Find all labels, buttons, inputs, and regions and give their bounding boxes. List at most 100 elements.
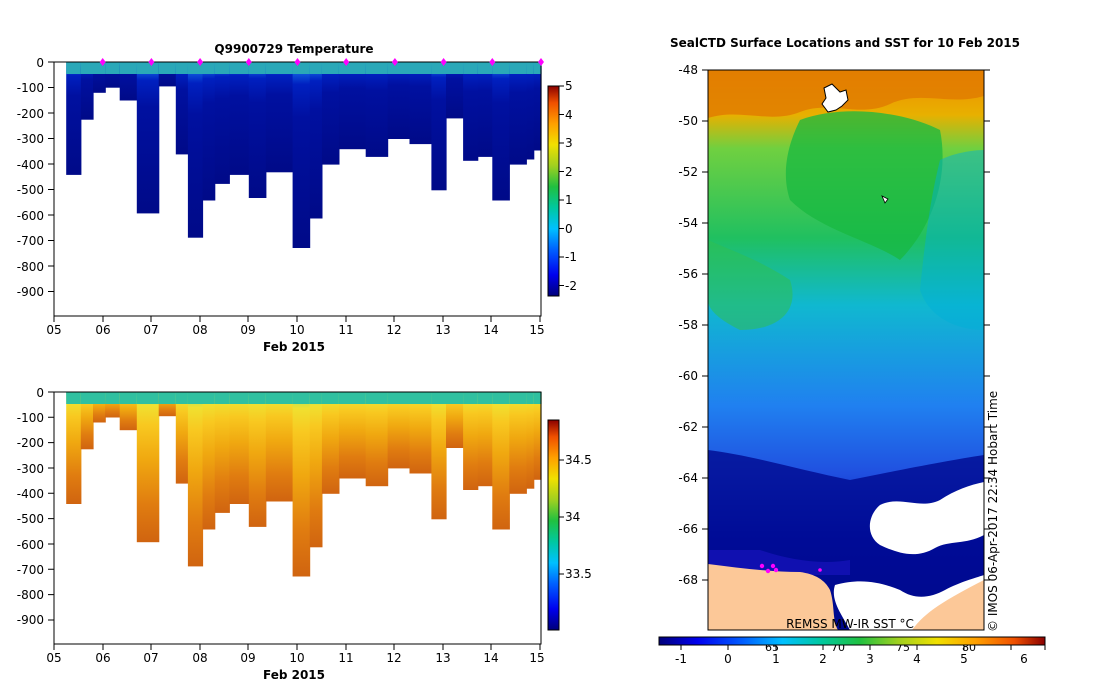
sst-green-tongue xyxy=(785,111,943,260)
x-tick-label: 12 xyxy=(386,323,401,337)
y-tick-label: -500 xyxy=(17,512,44,526)
y-tick-label: -500 xyxy=(17,183,44,197)
colorbar-tick-label: 1 xyxy=(565,193,573,207)
surface-marker xyxy=(489,58,496,66)
surface-layer xyxy=(80,392,94,404)
surface-layer xyxy=(338,62,367,74)
profile-column xyxy=(477,62,493,157)
profile-column xyxy=(463,392,479,490)
salinity-profiles xyxy=(66,392,542,577)
profile-column xyxy=(338,392,367,479)
profile-column xyxy=(338,62,367,150)
y-tick-label: -900 xyxy=(17,285,44,299)
profile-column xyxy=(265,392,294,502)
x-tick-label: 07 xyxy=(143,651,158,665)
profile-column xyxy=(248,392,267,527)
surface-layer xyxy=(292,62,311,74)
x-tick-label: 05 xyxy=(46,651,61,665)
temperature-colorbar: 5 4 3 2 1 0 -1 -2 xyxy=(547,79,577,297)
surface-layer xyxy=(365,392,389,404)
antarctic-land-east xyxy=(912,580,984,630)
sst-latitude-axis: -48 -50 -52 -54 -56 -58 -60 -62 -64 -66 … xyxy=(678,63,990,587)
surface-layer xyxy=(66,62,82,74)
profile-column xyxy=(248,62,267,198)
surface-marker xyxy=(538,58,544,66)
x-tick-label: 05 xyxy=(46,323,61,337)
salinity-y-axis: 0 -100 -200 -300 -400 -500 -600 -700 -80… xyxy=(17,386,54,627)
x-tick-label: 09 xyxy=(240,323,255,337)
surface-layer xyxy=(526,62,535,74)
x-tick-label: 07 xyxy=(143,323,158,337)
x-axis-label: Feb 2015 xyxy=(263,668,325,682)
surface-layer xyxy=(248,62,267,74)
surface-layer xyxy=(187,392,204,404)
colorbar-gradient xyxy=(547,85,560,297)
surface-layer xyxy=(229,62,250,74)
colorbar-tick-label: 5 xyxy=(565,79,573,93)
surface-layer xyxy=(248,392,267,404)
surface-layer xyxy=(509,62,527,74)
surface-layer xyxy=(292,392,311,404)
y-tick-marks xyxy=(48,61,54,292)
antarctic-land xyxy=(708,564,838,630)
seal-location-marker xyxy=(773,567,779,573)
y-tick-label: -400 xyxy=(17,158,44,172)
profile-column xyxy=(309,62,323,219)
x-tick-label: 13 xyxy=(435,323,450,337)
surface-layer xyxy=(202,62,216,74)
profile-column xyxy=(265,62,294,173)
sst-colorbar-label: REMSS MW-IR SST °C xyxy=(786,617,914,631)
y-tick-label: -800 xyxy=(17,260,44,274)
sst-map-panel: SealCTD Surface Locations and SST for 10… xyxy=(658,36,1046,666)
colorbar-gradient xyxy=(547,419,560,631)
y-tick-label: -200 xyxy=(17,107,44,121)
y-tick-label: 0 xyxy=(36,386,44,400)
profile-column xyxy=(136,392,160,543)
surface-marker xyxy=(391,58,398,66)
colorbar-ticks xyxy=(559,85,564,286)
latitude-tick-label: -48 xyxy=(678,63,698,77)
y-tick-label: -400 xyxy=(17,487,44,501)
surface-layer xyxy=(136,392,160,404)
y-tick-label: -100 xyxy=(17,81,44,95)
profile-column xyxy=(446,62,464,119)
x-tick-label: 10 xyxy=(289,651,304,665)
seal-location-marker xyxy=(759,563,765,569)
profile-column xyxy=(292,62,311,248)
y-tick-label: -900 xyxy=(17,613,44,627)
surface-marker xyxy=(294,58,301,66)
latitude-tick-label: -52 xyxy=(678,165,698,179)
colorbar-tick-label: 34.5 xyxy=(565,453,592,467)
x-tick-marks xyxy=(53,316,541,322)
y-tick-label: -100 xyxy=(17,411,44,425)
surface-layer xyxy=(202,392,216,404)
profile-column xyxy=(409,62,432,145)
profile-column xyxy=(292,392,311,577)
colorbar-tick-label: 3 xyxy=(866,652,874,666)
sst-colorbar: -1 0 1 2 3 4 5 6 xyxy=(658,636,1046,666)
temperature-panel: Q9900729 Temperature 0 -100 -200 -300 -4… xyxy=(17,42,577,354)
profile-column xyxy=(187,392,204,567)
latitude-tick-label: -68 xyxy=(678,573,698,587)
colorbar-tick-label: 3 xyxy=(565,136,573,150)
profile-column xyxy=(492,392,510,530)
seal-location-marker xyxy=(770,563,776,569)
x-tick-label: 11 xyxy=(338,651,353,665)
profile-column xyxy=(187,62,204,238)
x-tick-label: 15 xyxy=(529,323,544,337)
profile-column xyxy=(229,392,250,504)
surface-layer xyxy=(321,62,340,74)
surface-layer xyxy=(409,62,432,74)
sea-ice-large xyxy=(869,482,984,555)
surface-layer xyxy=(365,62,389,74)
surface-layer xyxy=(409,392,432,404)
surface-layer xyxy=(175,62,189,74)
colorbar-tick-label: 4 xyxy=(913,652,921,666)
latitude-tick-label: -66 xyxy=(678,522,698,536)
salinity-x-axis: 05 06 07 08 09 10 11 12 13 14 15 Feb 201… xyxy=(46,644,545,682)
profile-column xyxy=(136,62,160,214)
y-tick-label: -700 xyxy=(17,563,44,577)
sst-green-west xyxy=(708,240,793,330)
surface-marker xyxy=(99,58,106,66)
